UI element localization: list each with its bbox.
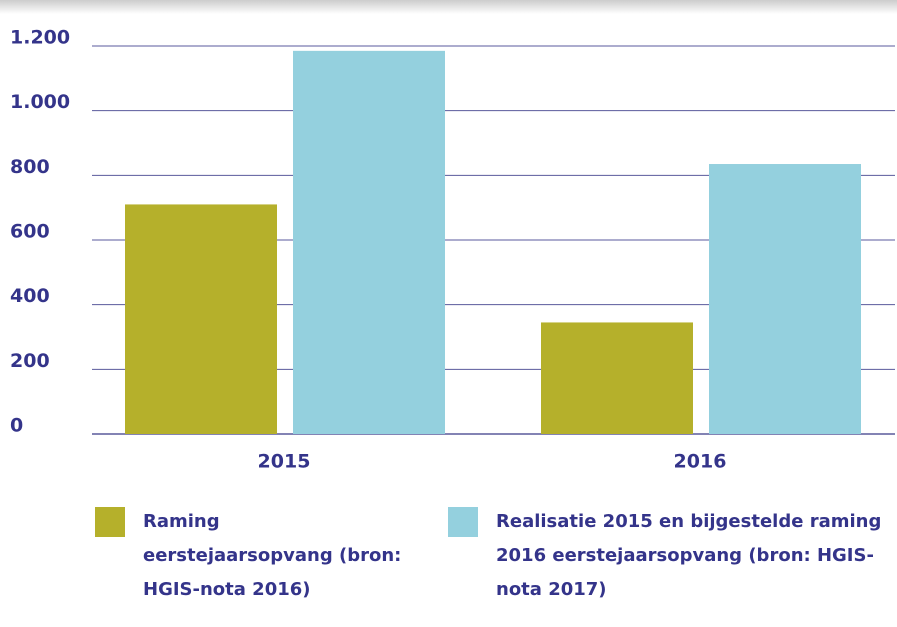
y-tick-label: 200 [10, 350, 50, 372]
chart: 0 200 400 600 800 1.000 1.200 2015 2016 [0, 0, 897, 473]
top-shade [0, 0, 897, 14]
bar [125, 204, 277, 434]
bar [709, 164, 861, 434]
legend-label: Raming eerstejaarsopvang (bron: HGIS-not… [143, 511, 402, 600]
legend-item: Raming eerstejaarsopvang (bron: HGIS-not… [95, 505, 408, 607]
legend-label: Realisatie 2015 en bijgestelde raming 20… [496, 511, 882, 600]
y-tick-label: 1.000 [10, 91, 70, 113]
x-tick-label: 2015 [258, 451, 311, 473]
bar [541, 322, 693, 434]
y-tick-label: 800 [10, 156, 50, 178]
y-tick-label: 1.200 [10, 27, 70, 49]
legend-swatch [95, 507, 125, 537]
y-tick-label: 400 [10, 285, 50, 307]
legend-swatch [448, 507, 478, 537]
y-tick-label: 0 [10, 415, 23, 437]
bar [293, 50, 445, 434]
y-tick-label: 600 [10, 221, 50, 243]
x-tick-label: 2016 [674, 451, 727, 473]
legend-item: Realisatie 2015 en bijgestelde raming 20… [448, 505, 891, 607]
